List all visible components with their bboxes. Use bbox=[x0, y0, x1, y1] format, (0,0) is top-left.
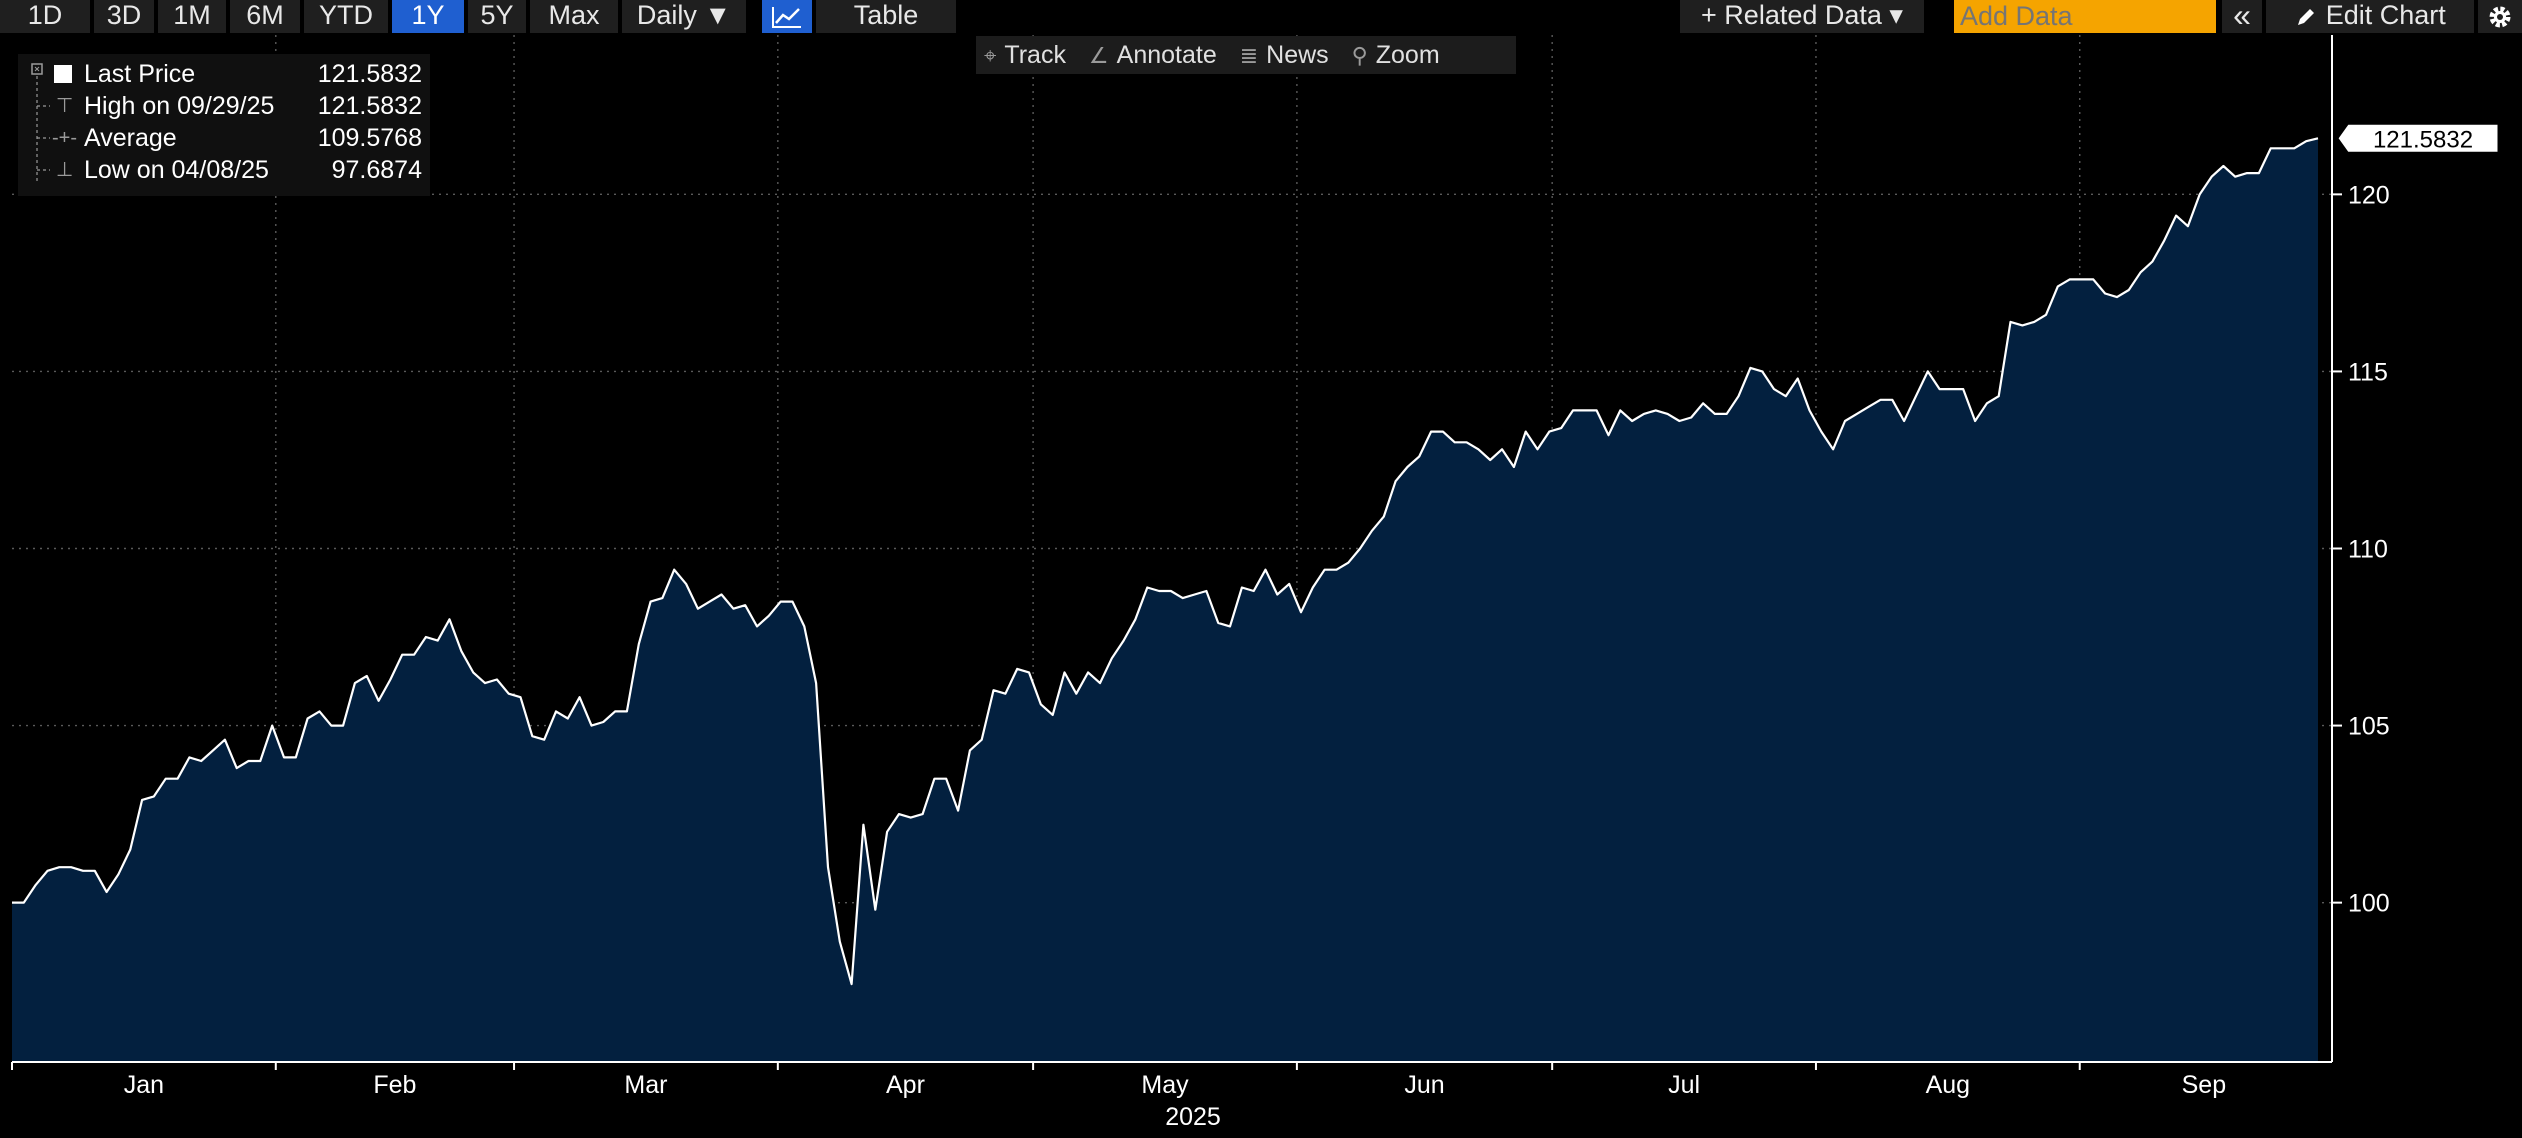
legend-average-row: -+- Average 109.5768 bbox=[18, 122, 430, 154]
x-axis-ticks: Jan Feb Mar Apr May Jun Jul Aug Sep 2025 bbox=[11, 1062, 2226, 1131]
collapse-icon[interactable]: « bbox=[2222, 0, 2262, 33]
legend-low-row: ⊥ Low on 04/08/25 97.6874 bbox=[18, 154, 430, 186]
news-icon: ≣ bbox=[1239, 43, 1259, 68]
range-1y-button[interactable]: 1Y bbox=[392, 0, 464, 33]
annotate-label: Annotate bbox=[1116, 41, 1217, 69]
legend-low-label: Low on 04/08/25 bbox=[84, 156, 269, 184]
chart-legend: Last Price 121.5832 ⊤ High on 09/29/25 1… bbox=[18, 54, 430, 196]
zoom-button[interactable]: ⚲ Zoom bbox=[1344, 36, 1448, 75]
price-area bbox=[12, 138, 2318, 1063]
y-tick-label: 100 bbox=[2348, 890, 2390, 918]
legend-high-row: ⊤ High on 09/29/25 121.5832 bbox=[18, 90, 430, 122]
x-month-label: Aug bbox=[1926, 1071, 1970, 1099]
range-max-button[interactable]: Max bbox=[530, 0, 618, 33]
annotate-icon: ∠ bbox=[1088, 43, 1109, 68]
pencil-icon bbox=[2298, 8, 2315, 25]
legend-last-price-row[interactable]: Last Price 121.5832 bbox=[18, 58, 430, 90]
track-label: Track bbox=[1004, 41, 1066, 69]
news-button[interactable]: ≣ News bbox=[1232, 36, 1337, 75]
x-month-label: Jun bbox=[1404, 1071, 1444, 1099]
y-tick-label: 115 bbox=[2348, 358, 2388, 386]
related-data-button[interactable]: + Related Data ▾ bbox=[1680, 0, 1924, 33]
legend-high-label: High on 09/29/25 bbox=[84, 92, 275, 120]
edit-chart-label: Edit Chart bbox=[2325, 0, 2446, 30]
price-line[interactable] bbox=[12, 137, 2319, 986]
low-marker-icon: ⊥ bbox=[56, 159, 74, 181]
average-marker-icon: -+- bbox=[52, 127, 77, 149]
add-data-input[interactable] bbox=[1954, 0, 2216, 33]
track-button[interactable]: ⌖ Track bbox=[976, 36, 1074, 75]
x-month-label: Sep bbox=[2182, 1071, 2226, 1099]
x-month-label: Feb bbox=[373, 1071, 416, 1099]
legend-low-value: 97.6874 bbox=[331, 156, 422, 184]
frequency-dropdown[interactable]: Daily ▼ bbox=[622, 0, 746, 33]
x-year-label: 2025 bbox=[1165, 1103, 1221, 1131]
x-month-label: Mar bbox=[624, 1071, 667, 1099]
edit-chart-button[interactable]: Edit Chart bbox=[2266, 0, 2474, 33]
y-tick-label: 110 bbox=[2348, 536, 2388, 564]
range-1m-button[interactable]: 1M bbox=[158, 0, 226, 33]
range-5y-button[interactable]: 5Y bbox=[468, 0, 526, 33]
y-tick-label: 120 bbox=[2348, 181, 2390, 209]
legend-average-label: Average bbox=[84, 124, 177, 152]
legend-swatch-white bbox=[54, 65, 72, 83]
last-price-marker: 121.5832 bbox=[2337, 123, 2499, 153]
annotate-button[interactable]: ∠ Annotate bbox=[1081, 36, 1225, 75]
x-month-label: Apr bbox=[886, 1071, 925, 1099]
legend-average-value: 109.5768 bbox=[317, 124, 422, 152]
legend-last-price-value: 121.5832 bbox=[317, 60, 422, 88]
crosshair-icon: ⌖ bbox=[984, 43, 997, 68]
x-month-label: Jul bbox=[1668, 1071, 1700, 1099]
table-button[interactable]: Table bbox=[816, 0, 956, 33]
gear-icon bbox=[2489, 6, 2511, 28]
news-label: News bbox=[1266, 41, 1329, 69]
chart-tools-bar: ⌖ Track ∠ Annotate ≣ News ⚲ Zoom bbox=[976, 36, 1516, 74]
x-month-label: May bbox=[1141, 1071, 1189, 1099]
range-ytd-button[interactable]: YTD bbox=[304, 0, 388, 33]
range-6m-button[interactable]: 6M bbox=[230, 0, 300, 33]
last-price-tag-text: 121.5832 bbox=[2373, 126, 2473, 153]
legend-last-price-label: Last Price bbox=[84, 60, 196, 88]
chart-toolbar: 1D 3D 1M 6M YTD 1Y 5Y Max Daily ▼ Table … bbox=[0, 0, 2522, 34]
line-chart-type-button[interactable] bbox=[762, 0, 812, 33]
y-tick-label: 105 bbox=[2348, 713, 2390, 741]
x-month-label: Jan bbox=[124, 1071, 164, 1099]
range-3d-button[interactable]: 3D bbox=[94, 0, 154, 33]
last-price-tag bbox=[2337, 123, 2499, 153]
zoom-label: Zoom bbox=[1375, 41, 1440, 69]
legend-tree-lines bbox=[31, 63, 50, 182]
range-1d-button[interactable]: 1D bbox=[0, 0, 90, 33]
legend-high-value: 121.5832 bbox=[317, 92, 422, 120]
y-axis-ticks: 100 105 110 115 120 bbox=[2332, 181, 2390, 918]
line-chart-icon bbox=[772, 6, 801, 28]
magnifier-icon: ⚲ bbox=[1351, 43, 1368, 68]
high-marker-icon: ⊤ bbox=[56, 95, 74, 117]
settings-button[interactable] bbox=[2478, 0, 2522, 33]
